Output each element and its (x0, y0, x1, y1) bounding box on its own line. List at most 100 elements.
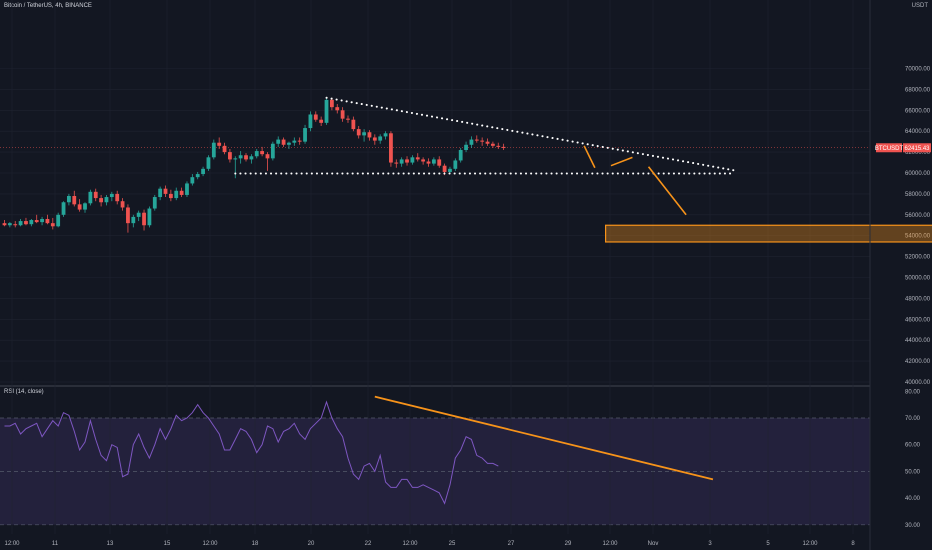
bullish-candle (158, 188, 163, 198)
bullish-candle (270, 143, 275, 159)
bearish-candle (496, 145, 501, 147)
bearish-candle (367, 132, 372, 138)
rsi-tick-label: 50.00 (905, 469, 921, 475)
bearish-candle (389, 133, 393, 163)
bullish-candle (276, 139, 281, 144)
bearish-candle (45, 218, 50, 224)
bearish-candle (120, 201, 125, 208)
time-tick-label: 13 (107, 541, 114, 547)
bullish-candle (383, 133, 388, 137)
bearish-candle (480, 140, 485, 142)
price-tick-label: 64000.00 (905, 129, 931, 135)
bearish-candle (217, 142, 222, 146)
price-tick-label: 68000.00 (905, 87, 931, 93)
bullish-candle (136, 212, 141, 217)
time-tick-label: 8 (851, 541, 855, 547)
time-tick-label: 20 (308, 541, 315, 547)
bearish-candle (319, 119, 324, 123)
bearish-candle (228, 152, 232, 160)
bearish-candle (501, 146, 506, 148)
symbol-price-tag (876, 143, 902, 153)
bearish-candle (24, 221, 28, 225)
bearish-candle (313, 114, 318, 120)
bullish-candle (308, 114, 313, 129)
bearish-candle (437, 159, 442, 166)
time-tick-label: 12:00 (402, 541, 418, 547)
rsi-title: RSI (14, close) (4, 389, 44, 395)
bearish-candle (115, 193, 120, 202)
bearish-candle (77, 204, 82, 210)
price-tick-label: 42000.00 (905, 359, 931, 365)
currency-unit-label: USDT (911, 3, 928, 9)
descending-resistance-line (325, 96, 736, 172)
bullish-candle (131, 216, 136, 224)
rsi-tick-label: 80.00 (905, 389, 921, 395)
bullish-candle (7, 223, 12, 226)
bullish-candle (378, 136, 383, 141)
bullish-candle (469, 139, 474, 145)
time-tick-label: 15 (164, 541, 171, 547)
bearish-candle (351, 119, 356, 130)
rsi-divergence-line (374, 395, 714, 481)
bearish-candle (372, 137, 377, 141)
price-tick-label: 54000.00 (905, 234, 931, 240)
bullish-candle (201, 168, 205, 175)
bearish-candle (260, 151, 265, 155)
bearish-candle (244, 155, 248, 160)
price-tick-label: 70000.00 (905, 67, 931, 73)
bullish-candle (410, 157, 415, 163)
bearish-candle (329, 99, 334, 108)
price-tick-label: 62000.00 (905, 150, 931, 156)
time-tick-label: 29 (565, 541, 572, 547)
rsi-tick-label: 30.00 (905, 523, 921, 529)
bullish-candle (40, 218, 44, 223)
price-tick-label: 66000.00 (905, 108, 931, 114)
bullish-candle (67, 195, 71, 203)
price-tick-label: 48000.00 (905, 296, 931, 302)
bearish-candle (34, 220, 39, 223)
bullish-candle (211, 142, 216, 158)
price-tick-label: 50000.00 (905, 276, 931, 282)
bearish-candle (179, 190, 184, 195)
bearish-candle (126, 207, 130, 224)
bearish-candle (265, 154, 270, 159)
price-tick-label: 46000.00 (905, 317, 931, 323)
bearish-candle (72, 195, 77, 205)
price-tick-label: 44000.00 (905, 338, 931, 344)
bearish-candle (346, 118, 350, 120)
bullish-candle (29, 220, 34, 225)
bullish-candle (152, 197, 157, 209)
bearish-candle (415, 157, 420, 160)
target-zone-box (605, 224, 932, 243)
bullish-candle (233, 158, 238, 160)
bearish-candle (490, 143, 495, 146)
time-tick-label: 3 (708, 541, 712, 547)
bearish-candle (340, 110, 345, 119)
chart-title: Bitcoin / TetherUS, 4h, BINANCE (4, 3, 92, 9)
bearish-candle (335, 107, 340, 111)
bearish-candle (405, 159, 409, 163)
time-tick-label: Nov (648, 541, 659, 547)
bearish-candle (13, 224, 18, 226)
price-tick-label: 60000.00 (905, 171, 931, 177)
bearish-candle (297, 140, 302, 142)
bullish-candle (104, 197, 109, 203)
bullish-candle (61, 202, 66, 215)
bullish-candle (109, 193, 114, 198)
time-tick-label: 5 (766, 541, 770, 547)
rsi-tick-label: 70.00 (905, 416, 921, 422)
bullish-candle (190, 177, 195, 184)
last-price-text: 62415.43 (904, 146, 930, 152)
projection-path-segment (647, 166, 687, 216)
bearish-candle (142, 212, 146, 226)
bearish-candle (163, 188, 168, 194)
bullish-candle (431, 159, 436, 164)
time-tick-label: 27 (508, 541, 515, 547)
bearish-candle (2, 223, 7, 226)
bearish-candle (394, 162, 399, 164)
bearish-candle (281, 139, 286, 145)
bullish-candle (254, 151, 259, 157)
time-tick-label: 25 (449, 541, 456, 547)
bullish-candle (287, 142, 291, 145)
